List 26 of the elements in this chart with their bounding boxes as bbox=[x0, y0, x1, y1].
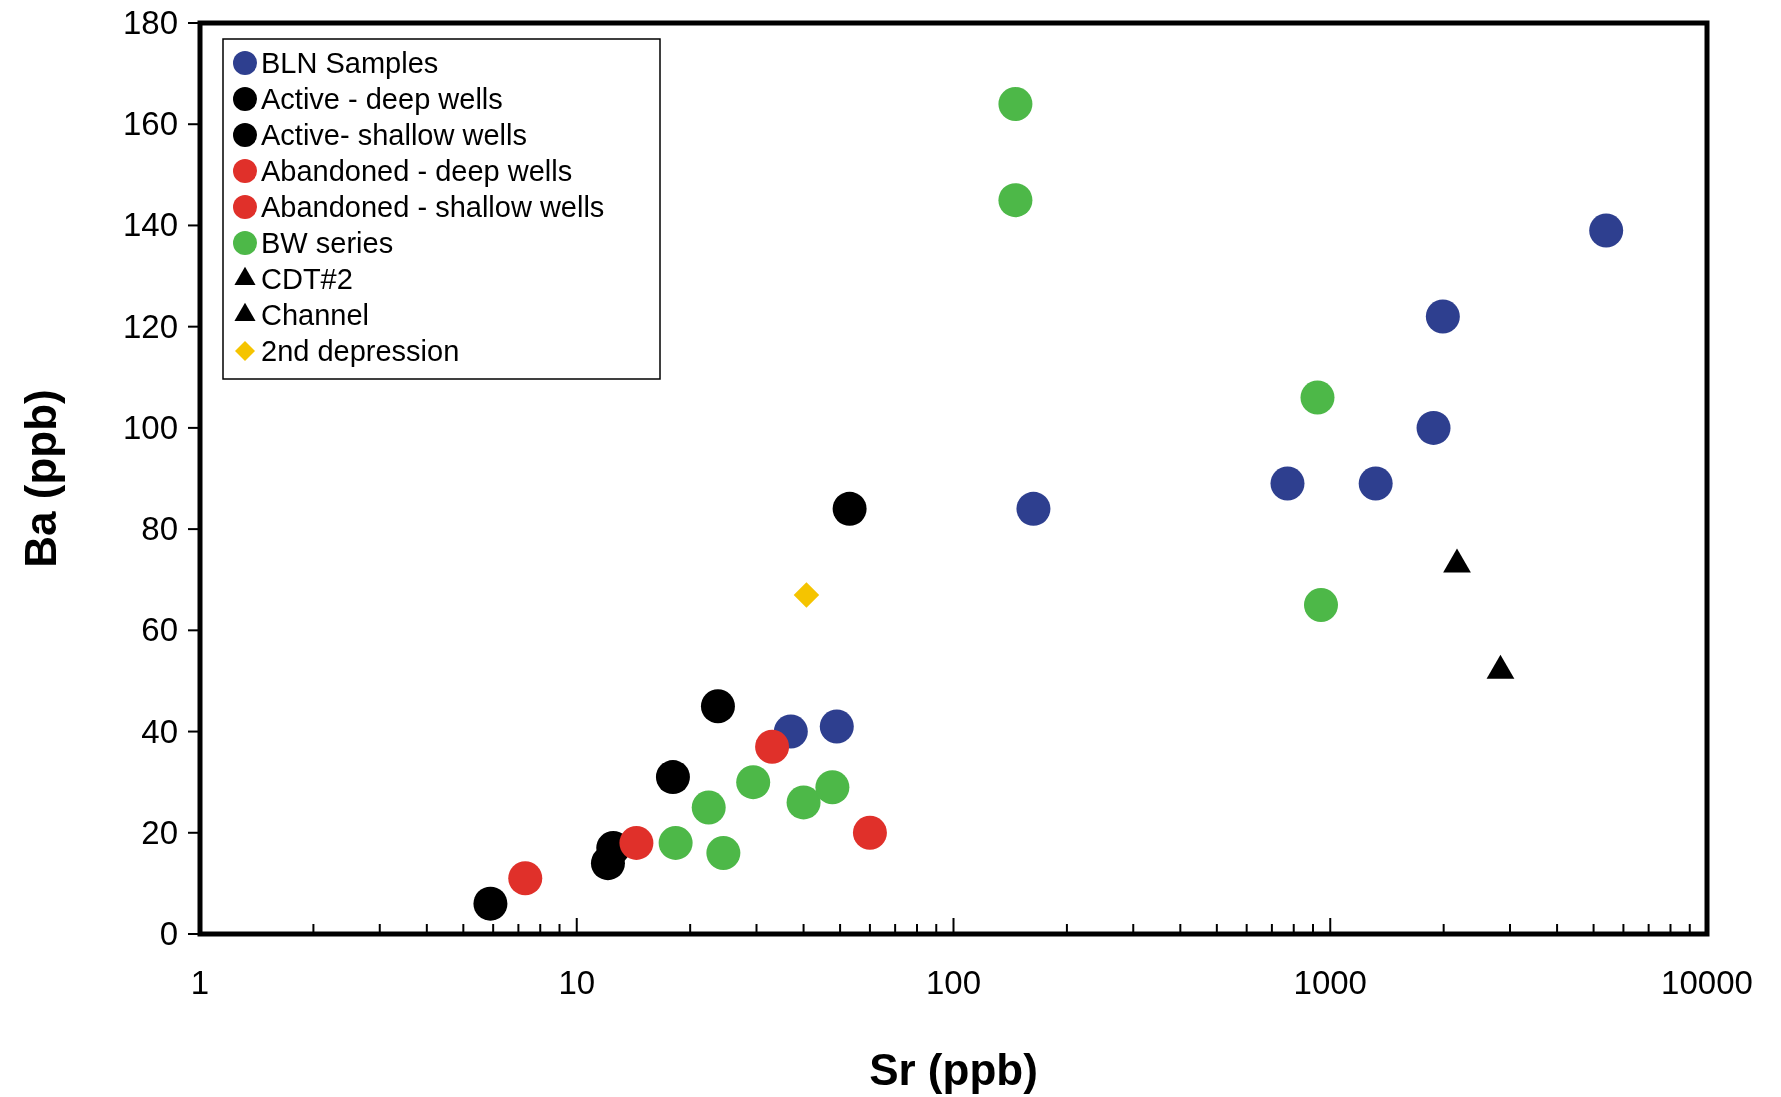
x-tick-label: 10 bbox=[558, 964, 596, 1001]
y-tick-label: 160 bbox=[122, 105, 178, 143]
legend-label: Active- shallow wells bbox=[261, 119, 527, 151]
y-tick-label: 100 bbox=[122, 408, 178, 446]
y-tick-label: 140 bbox=[122, 206, 178, 244]
x-tick-label: 10000 bbox=[1661, 964, 1753, 1001]
legend-label: Channel bbox=[261, 299, 370, 331]
y-tick-label: 120 bbox=[122, 307, 178, 345]
y-axis-title: Ba (ppb) bbox=[16, 389, 65, 568]
y-tick-label: 180 bbox=[122, 4, 178, 41]
y-tick-label: 40 bbox=[141, 712, 178, 750]
y-tick-label: 80 bbox=[141, 510, 178, 548]
legend-label: Abandoned - deep wells bbox=[261, 155, 573, 187]
y-tick-label: 60 bbox=[141, 611, 178, 649]
legend-label: Active - deep wells bbox=[261, 83, 503, 115]
legend-label: CDT#2 bbox=[261, 263, 353, 295]
legend-label: BLN Samples bbox=[261, 47, 439, 79]
x-tick-label: 1 bbox=[190, 964, 210, 1001]
legend-label: Abandoned - shallow wells bbox=[261, 191, 605, 223]
x-axis-title: Sr (ppb) bbox=[869, 1045, 1038, 1094]
x-tick-label: 1000 bbox=[1293, 964, 1367, 1001]
x-tick-label: 100 bbox=[925, 964, 982, 1001]
legend-label: 2nd depression bbox=[261, 335, 460, 367]
y-tick-label: 0 bbox=[159, 915, 178, 952]
legend-label: BW series bbox=[261, 227, 394, 259]
y-tick-label: 20 bbox=[141, 813, 178, 851]
